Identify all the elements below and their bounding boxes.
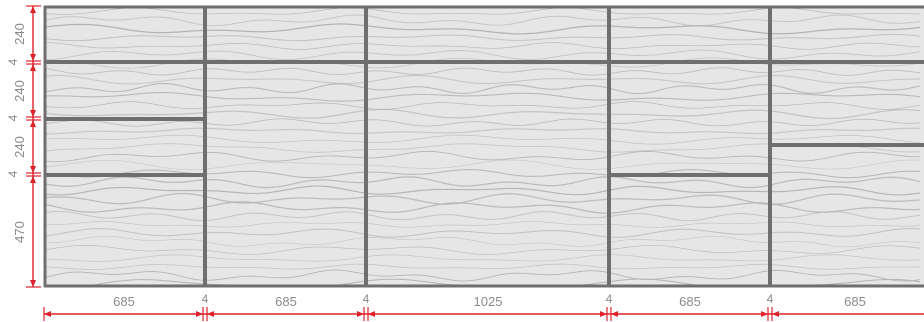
wave-line [44, 92, 921, 102]
wave-line [44, 245, 921, 255]
row-gap3-label: 4 [6, 170, 20, 177]
horizontal-dimension-chain [43, 307, 924, 321]
wave-line [44, 228, 921, 238]
row-gap2-label: 4 [6, 114, 20, 121]
wave-line [44, 263, 921, 270]
arrow-left-col1 [196, 311, 203, 317]
wave-line [44, 57, 921, 69]
wave-line [44, 74, 921, 85]
wave-line [44, 235, 921, 248]
panel-joints [43, 5, 924, 288]
wave-line [44, 23, 921, 35]
arrow-down-row2 [30, 64, 36, 71]
arrow-right-col5 [772, 311, 779, 317]
col-gap4-label: 4 [767, 292, 774, 306]
arrow-right-col4 [611, 311, 618, 317]
col-gap1-label: 4 [202, 292, 209, 306]
vertical-dimension-chain [26, 5, 41, 288]
wave-line [44, 150, 920, 163]
wave-line [44, 134, 921, 145]
col4-width-label: 685 [679, 294, 701, 309]
wave-line [44, 185, 921, 196]
wave-line [44, 82, 921, 95]
col1-width-label: 685 [113, 294, 135, 309]
wall-surface [44, 6, 924, 287]
arrow-up-row3 [30, 166, 36, 173]
row1-height-label: 240 [12, 23, 27, 45]
wave-line [44, 221, 921, 228]
arrow-up-row1 [30, 54, 36, 61]
wave-line [44, 67, 921, 76]
arrow-right-col3 [368, 311, 375, 317]
wave-line [44, 42, 921, 50]
row-gap1-label: 4 [6, 58, 20, 65]
col-gap3-label: 4 [606, 292, 613, 306]
wave-line [44, 269, 921, 282]
wave-texture [44, 7, 921, 287]
horizontal-dimension-labels: 685 4 685 4 1025 4 685 4 685 [113, 292, 866, 309]
wave-line [44, 176, 921, 189]
wave-line [44, 49, 921, 61]
arrow-up-bottom [30, 280, 36, 287]
arrow-down-row4 [30, 176, 36, 183]
wave-line [44, 254, 921, 262]
arrow-left-col4 [761, 311, 768, 317]
wave-line [44, 33, 921, 42]
wave-line [44, 108, 921, 120]
arrow-right-col2 [207, 311, 214, 317]
wave-line [44, 159, 921, 171]
arrow-down-top [30, 6, 36, 13]
wave-line [44, 127, 921, 135]
arrow-up-row2 [30, 110, 36, 117]
col2-width-label: 685 [275, 294, 297, 309]
col3-width-label: 1025 [474, 294, 503, 309]
row4-height-label: 470 [12, 221, 27, 243]
arrow-left-col2 [357, 311, 364, 317]
vertical-dimension-labels: 240 4 240 4 240 4 470 [6, 23, 27, 243]
wave-line [44, 101, 921, 110]
arrow-down-row3 [30, 120, 36, 127]
wave-line [44, 210, 921, 222]
row3-height-label: 240 [12, 136, 27, 158]
arrow-right-start [44, 311, 51, 317]
wave-line [44, 14, 921, 27]
col-gap2-label: 4 [363, 292, 370, 306]
arrow-left-col3 [600, 311, 607, 317]
wave-line [44, 118, 921, 127]
wave-line [44, 201, 921, 214]
row2-height-label: 240 [12, 80, 27, 102]
col5-width-label: 685 [844, 294, 866, 309]
